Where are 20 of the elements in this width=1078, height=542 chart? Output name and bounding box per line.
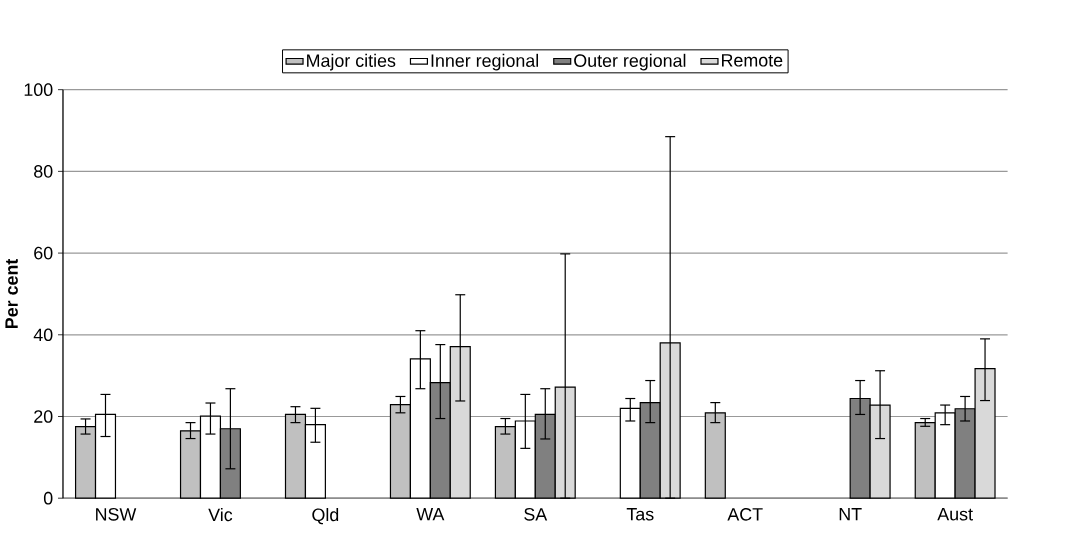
x-tick-label: NSW xyxy=(96,507,137,521)
y-tick-label: 80 xyxy=(34,165,53,178)
y-tick-label: 0 xyxy=(43,491,53,505)
y-tick-label: 100 xyxy=(24,83,53,96)
y-axis-title: Per cent xyxy=(5,258,18,328)
x-tick-label: SA xyxy=(524,507,548,521)
x-tick-label: Vic xyxy=(208,508,233,522)
x-tick-label: Tas xyxy=(626,507,654,521)
legend-label: Outer regional xyxy=(574,53,686,71)
y-tick-label: 40 xyxy=(33,328,53,342)
x-tick-label: Aust xyxy=(937,507,973,521)
x-tick-label: NT xyxy=(839,507,862,521)
legend-label: Remote xyxy=(722,54,783,67)
y-tick-label: 20 xyxy=(34,410,53,423)
x-tick-label: ACT xyxy=(727,507,763,521)
x-tick-label: Qld xyxy=(312,508,339,525)
legend-label: Major cities xyxy=(307,53,396,71)
y-tick-label: 60 xyxy=(34,246,53,260)
legend-label: Inner regional xyxy=(431,53,539,71)
x-tick-label: WA xyxy=(416,507,445,521)
